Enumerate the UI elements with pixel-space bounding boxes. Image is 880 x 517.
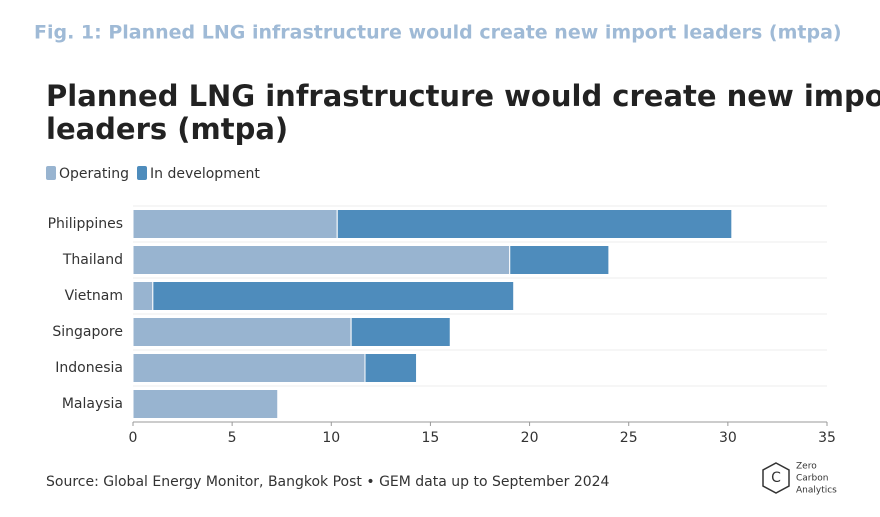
chart-title: Planned LNG infrastructure would create …	[46, 79, 880, 146]
logo-text: Carbon	[796, 474, 828, 484]
x-tick-label: 20	[521, 430, 539, 446]
logo-mark	[762, 462, 790, 494]
bar-segment	[132, 245, 511, 275]
bar-segment	[132, 317, 352, 347]
y-tick-label: Indonesia	[55, 360, 123, 376]
x-tick-label: 35	[818, 430, 836, 446]
y-tick-label: Malaysia	[62, 396, 123, 412]
x-tick-label: 15	[422, 430, 440, 446]
bar-segment	[509, 245, 610, 275]
y-tick-label: Vietnam	[65, 288, 123, 304]
logo-text: Zero	[796, 462, 817, 472]
chart-title-line: Planned LNG infrastructure would create …	[46, 79, 880, 113]
y-tick-label: Philippines	[48, 216, 123, 232]
bar-segment	[132, 389, 279, 419]
bar-segment	[132, 209, 338, 239]
legend-swatch	[137, 166, 147, 180]
y-tick-label: Singapore	[52, 324, 123, 340]
figure-caption: Fig. 1: Planned LNG infrastructure would…	[34, 22, 842, 44]
x-tick-label: 30	[719, 430, 737, 446]
legend-label: Operating	[59, 166, 129, 182]
bar-segment	[350, 317, 451, 347]
logo-text: Analytics	[796, 486, 837, 496]
x-tick-label: 0	[129, 430, 138, 446]
bar-segment	[152, 281, 515, 311]
logo: C Zero Carbon Analytics	[762, 462, 837, 496]
bar-segment	[132, 353, 366, 383]
chart-title-line: leaders (mtpa)	[46, 112, 288, 146]
x-tick-label: 5	[228, 430, 237, 446]
x-tick-label: 10	[322, 430, 340, 446]
legend-label: In development	[150, 166, 260, 182]
x-tick-label: 25	[620, 430, 638, 446]
y-tick-label: Thailand	[62, 252, 123, 268]
bar-segment	[364, 353, 418, 383]
legend-swatch	[46, 166, 56, 180]
bar-segment	[336, 209, 733, 239]
bar-segment	[132, 281, 154, 311]
logo-c: C	[771, 470, 781, 486]
source: Source: Global Energy Monitor, Bangkok P…	[46, 474, 610, 490]
